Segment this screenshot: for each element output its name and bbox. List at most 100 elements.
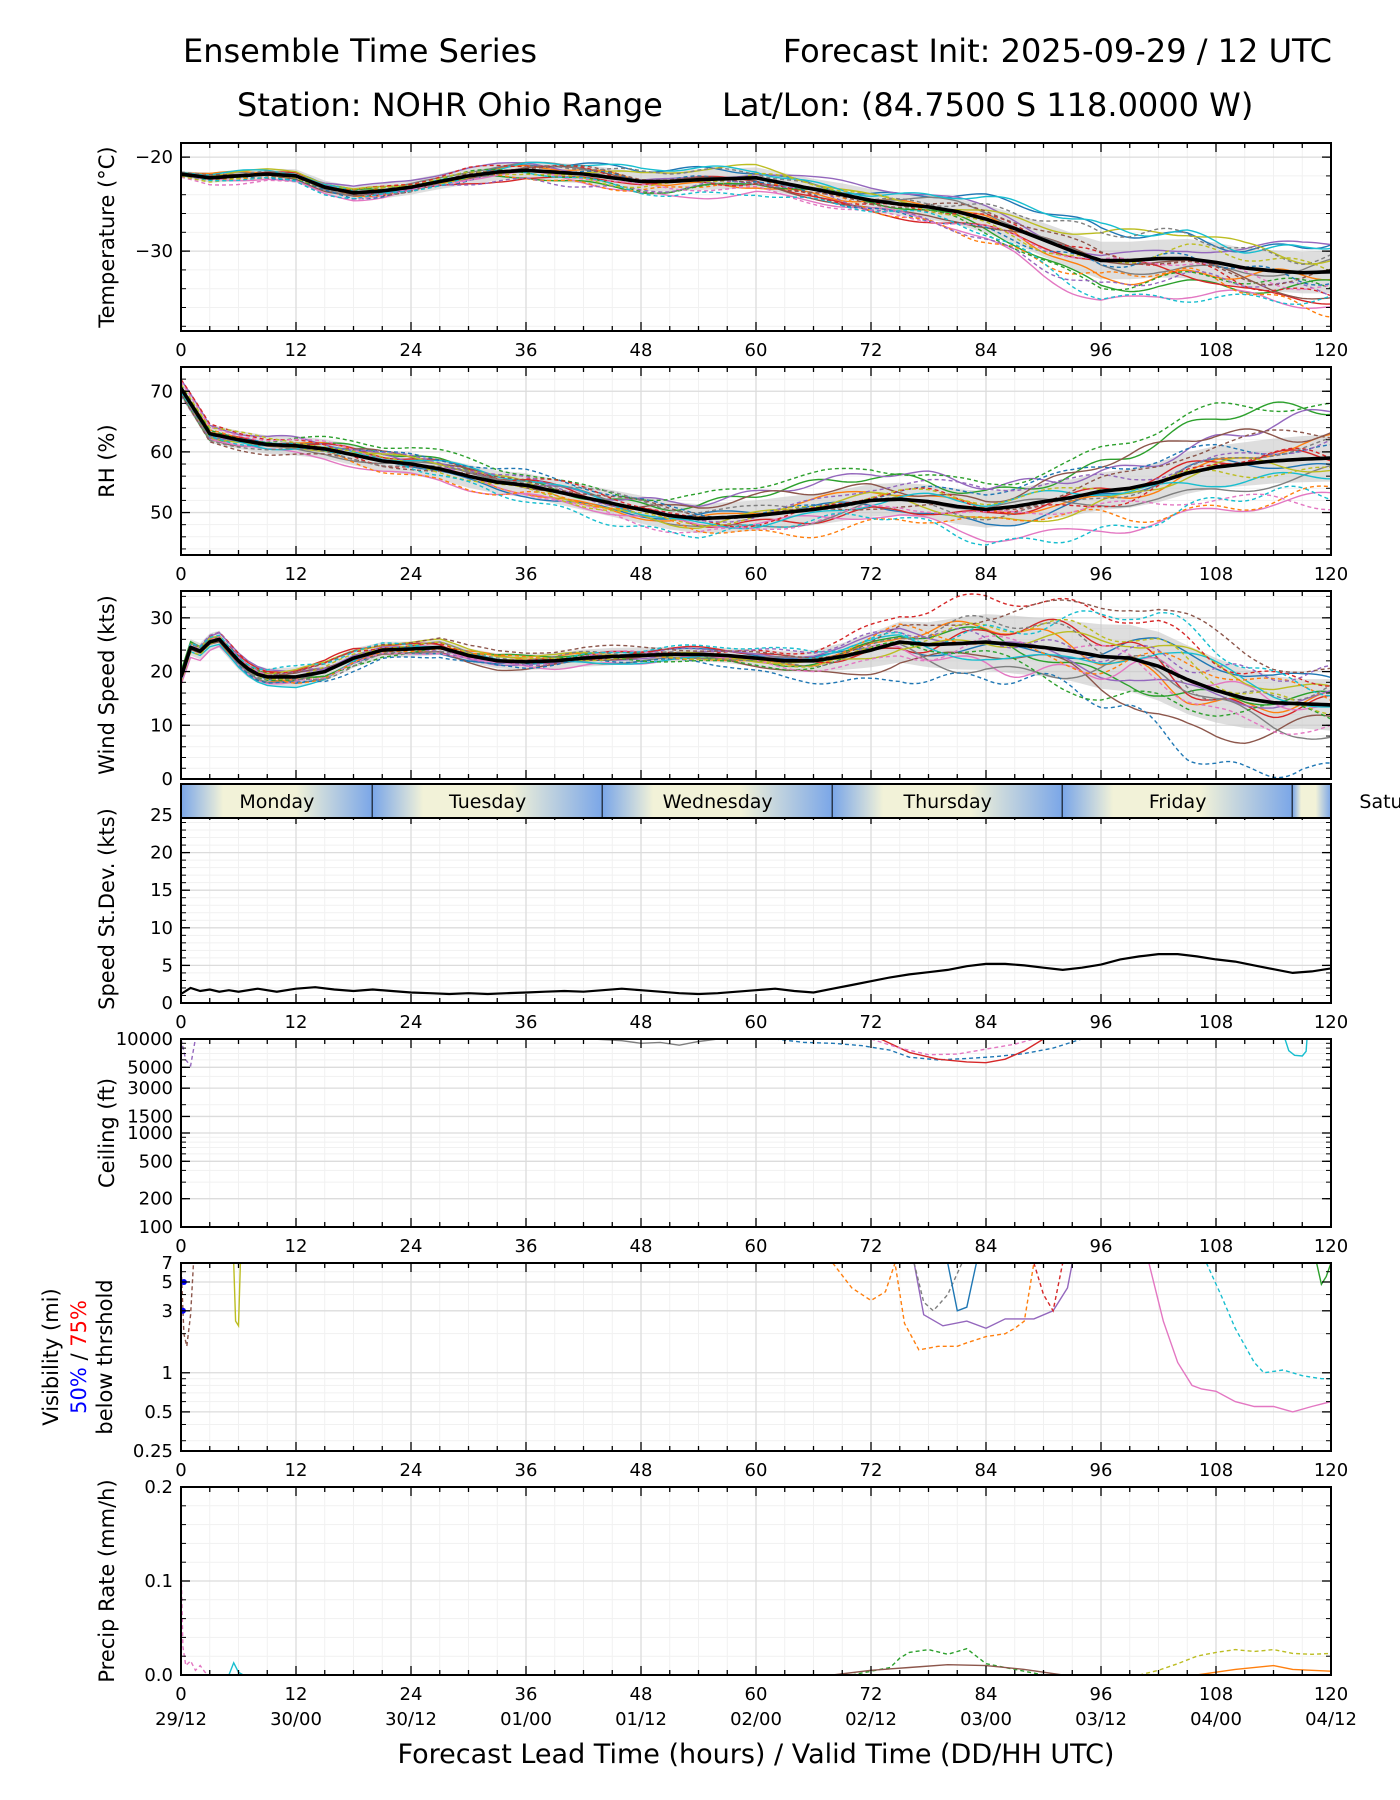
panel-precip: 0.0 0.1 0.2 0 12 24 36 48 60 72 84 96 108 120 Precip R… [95, 1477, 1348, 1705]
wind-member-line [181, 638, 1331, 779]
rh-ticks [180, 366, 1332, 555]
speed_stdev-xtick-label: 72 [860, 1012, 883, 1033]
precip-grid [180, 1486, 1332, 1676]
rh-member-line [181, 391, 1331, 521]
rh-member-line [181, 388, 1331, 530]
visibility-ytick-label: 0.25 [133, 1441, 173, 1462]
ceiling-ytick-label: 10000 [116, 1029, 173, 1050]
visibility-ytick-label: 7 [162, 1253, 173, 1274]
temperature-member-line [181, 168, 1331, 286]
precip-xtick-label: 120 [1314, 1684, 1348, 1705]
visibility-ytick-label: 0.5 [144, 1402, 173, 1423]
x-axis-label: Forecast Lead Time (hours) / Valid Time … [398, 1739, 1115, 1770]
wind-plot-area [181, 593, 1331, 779]
precip-xtick-label: 24 [400, 1684, 423, 1705]
visibility-series-line [913, 1263, 1073, 1330]
day-label: Monday [239, 791, 314, 813]
threshold-part: / [67, 1347, 91, 1367]
ceiling-ytick-label: 5000 [127, 1057, 173, 1078]
speed_stdev-ytick-label: 0 [162, 993, 173, 1014]
visibility-ytick-label: 5 [162, 1272, 173, 1293]
day-label: Friday [1149, 791, 1207, 813]
speed_stdev-grid [180, 814, 1332, 1004]
rh-xtick-label: 48 [630, 564, 653, 585]
rh-member-line [181, 387, 1331, 539]
valid-time-label: 02/00 [730, 1709, 782, 1730]
speed_stdev-plot-area [181, 953, 1331, 996]
valid-time-label: 04/12 [1305, 1709, 1357, 1730]
wind-member-line [181, 631, 1331, 691]
forecast-init: Forecast Init: 2025-09-29 / 12 UTC [782, 32, 1332, 70]
valid-time-label: 03/00 [960, 1709, 1012, 1730]
precip-xtick-label: 96 [1090, 1684, 1113, 1705]
ceiling-xtick-label: 0 [175, 1236, 186, 1257]
visibility-series-line [1033, 1263, 1064, 1313]
ceiling-ytick-label: 1000 [127, 1123, 173, 1144]
valid-time-label: 30/00 [270, 1709, 322, 1730]
speed_stdev-xtick-label: 48 [630, 1012, 653, 1033]
ceiling-xtick-label: 120 [1314, 1236, 1348, 1257]
visibility-series-line [832, 1263, 1035, 1351]
wind-ylabel: Wind Speed (kts) [95, 595, 119, 775]
day-cell [181, 784, 373, 818]
visibility-ylabel: Visibility (mi) [39, 1288, 63, 1425]
temperature-xtick-label: 60 [745, 340, 768, 361]
ceiling-xtick-label: 96 [1090, 1236, 1113, 1257]
speed_stdev-xtick-label: 108 [1199, 1012, 1233, 1033]
ceiling-ytick-label: 200 [139, 1189, 173, 1210]
visibility-xtick-label: 24 [400, 1460, 423, 1481]
visibility-plot-area [181, 1263, 1331, 1413]
visibility-xtick-label: 72 [860, 1460, 883, 1481]
visibility-ylabel-threshold: below thrshold [93, 1279, 117, 1434]
day-label: Tuesday [448, 791, 526, 813]
temperature-xtick-label: 120 [1314, 340, 1348, 361]
ceiling-ticks [180, 1038, 1332, 1228]
visibility-series-line [233, 1263, 242, 1329]
ceiling-xtick-label: 108 [1199, 1236, 1233, 1257]
speed_stdev-ytick-label: 5 [162, 955, 173, 976]
ceiling-series-line [1284, 1039, 1308, 1057]
precip-xtick-label: 36 [515, 1684, 538, 1705]
speed_stdev-xtick-label: 24 [400, 1012, 423, 1033]
wind-spread-band [181, 614, 1331, 731]
wind-ytick-label: 30 [150, 608, 173, 629]
speed_stdev-xtick-label: 120 [1314, 1012, 1348, 1033]
precip-xtick-label: 84 [975, 1684, 998, 1705]
ceiling-xtick-label: 36 [515, 1236, 538, 1257]
speed_stdev-xtick-label: 60 [745, 1012, 768, 1033]
visibility-xtick-label: 96 [1090, 1460, 1113, 1481]
wind-ytick-label: 0 [162, 769, 173, 790]
visibility-xtick-label: 60 [745, 1460, 768, 1481]
visibility-grid [180, 1262, 1332, 1452]
precip-ticks [180, 1486, 1332, 1676]
rh-member-line [181, 379, 1331, 528]
day-label: Satu [1359, 791, 1400, 813]
ceiling-ytick-label: 500 [139, 1151, 173, 1172]
visibility-series-line [1148, 1263, 1331, 1413]
wind-member-line [181, 618, 1331, 715]
speed_stdev-ytick-label: 15 [150, 880, 173, 901]
precip-xtick-label: 48 [630, 1684, 653, 1705]
visibility-xtick-label: 84 [975, 1460, 998, 1481]
precip-xtick-label: 72 [860, 1684, 883, 1705]
rh-member-line [181, 388, 1331, 528]
temperature-xtick-label: 24 [400, 340, 423, 361]
day-cell [602, 784, 833, 818]
wind-member-line [181, 593, 1331, 687]
rh-xtick-label: 24 [400, 564, 423, 585]
rh-member-line [181, 379, 1331, 508]
visibility-ytick-label: 1 [162, 1363, 173, 1384]
temperature-member-line [181, 170, 1331, 310]
rh-xtick-label: 120 [1314, 564, 1348, 585]
wind-member-line [181, 638, 1331, 720]
rh-ensemble-mean [181, 387, 1331, 521]
station-label: Station: NOHR Ohio Range [237, 86, 663, 124]
temperature-ytick-label: −20 [135, 147, 173, 168]
wind-ytick-label: 20 [150, 662, 173, 683]
panel-speed_stdev: 0 5 10 15 20 25 0 12 24 36 48 60 72 84 96 108 120 Speed S… [95, 805, 1348, 1033]
rh-member-line [181, 393, 1331, 512]
valid-time-label: 04/00 [1190, 1709, 1242, 1730]
speed_stdev-ytick-label: 20 [150, 843, 173, 864]
